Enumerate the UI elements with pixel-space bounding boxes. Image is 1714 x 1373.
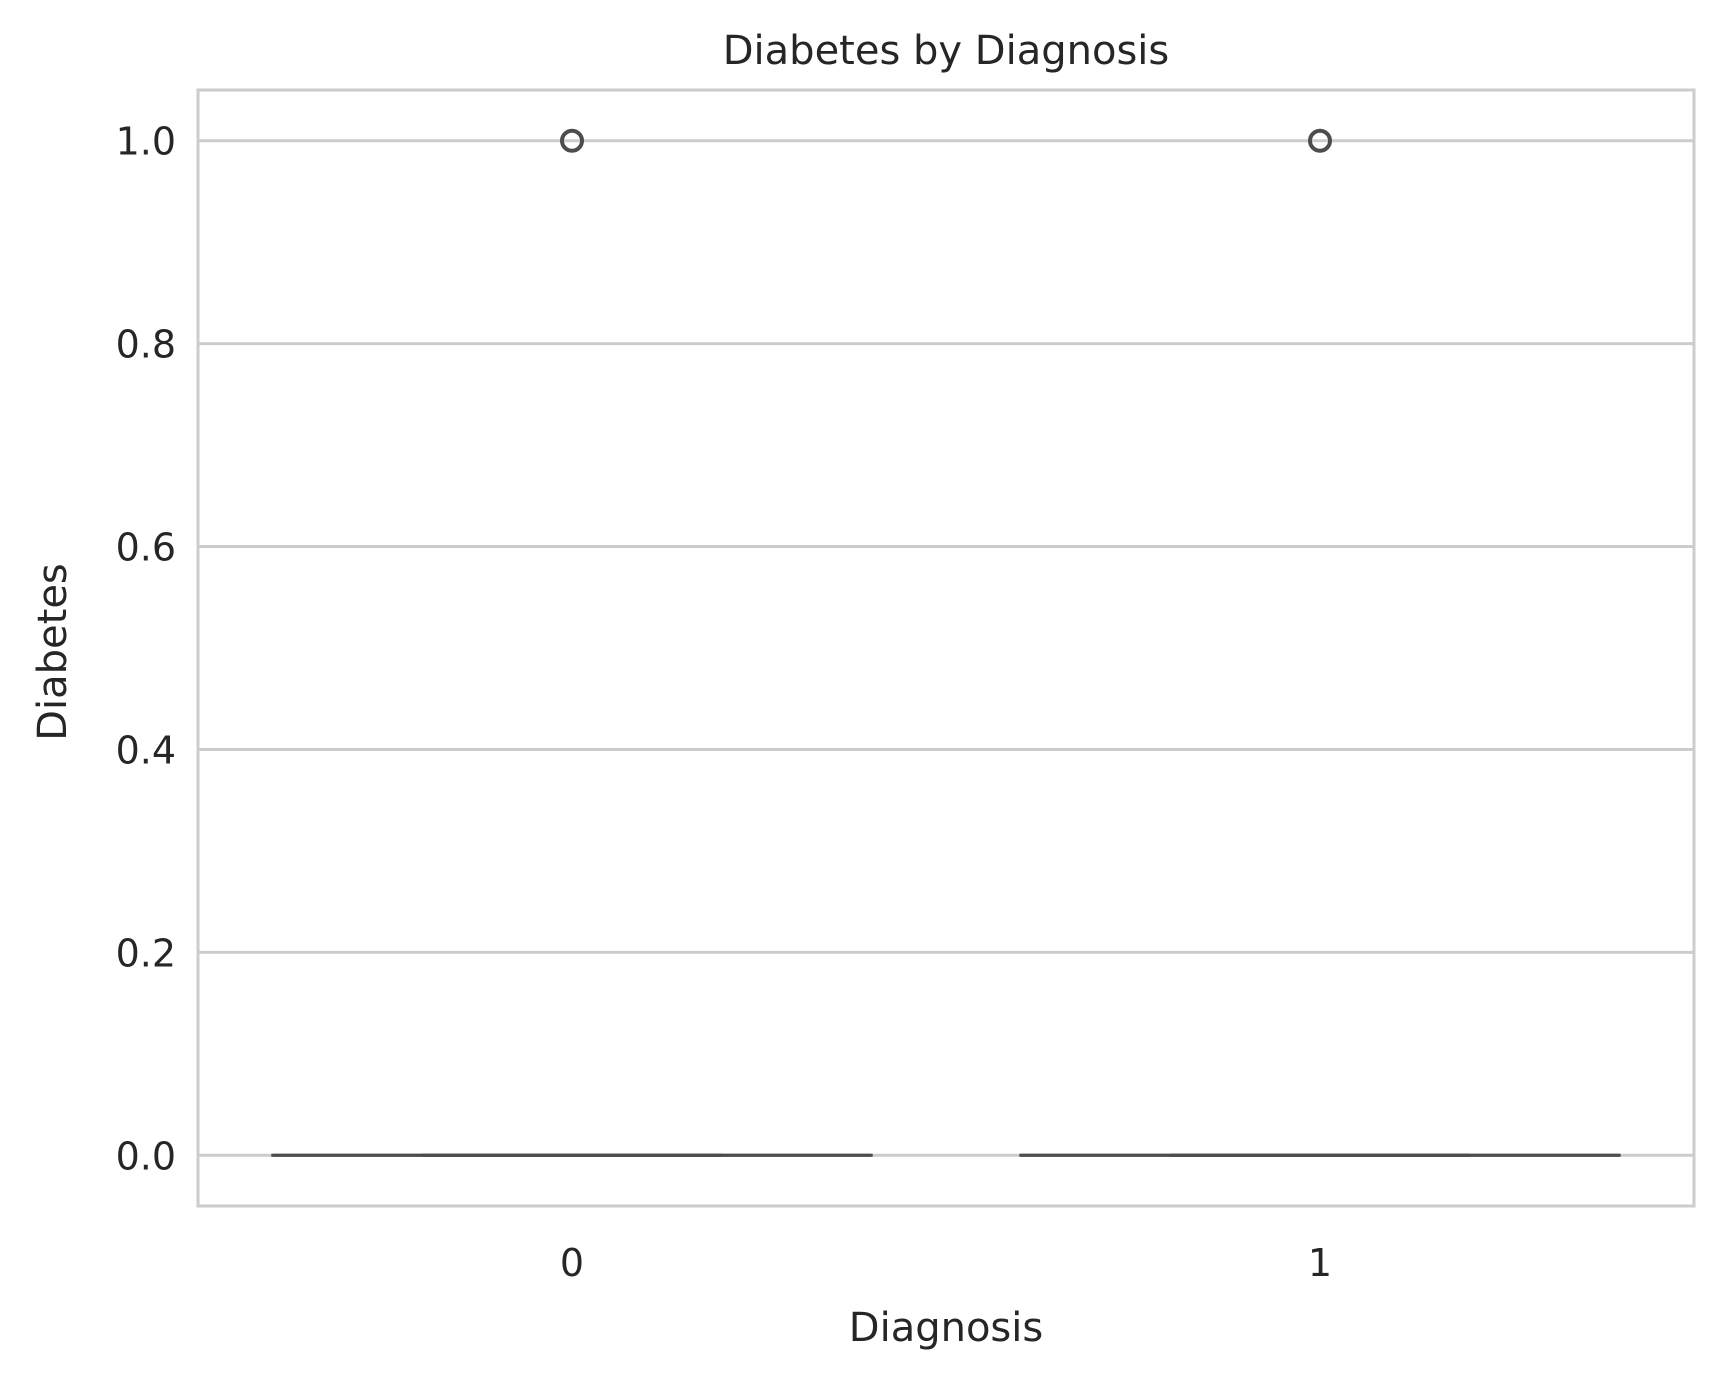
y-tick-labels: 0.0 0.2 0.4 0.6 0.8 1.0	[116, 120, 176, 1179]
x-tick-label: 0	[560, 1241, 584, 1285]
box-group	[271, 128, 873, 1157]
y-tick-label: 0.6	[116, 526, 176, 570]
y-tick-label: 0.0	[116, 1134, 176, 1178]
x-axis-label: Diagnosis	[849, 1305, 1043, 1351]
outlier-point	[1308, 128, 1332, 153]
chart-title: Diabetes by Diagnosis	[723, 28, 1169, 74]
y-axis-label: Diabetes	[30, 563, 76, 741]
y-tick-label: 1.0	[116, 120, 176, 164]
y-tick-label: 0.4	[116, 728, 176, 772]
plot-area-frame	[196, 88, 1696, 1208]
x-tick-label: 1	[1308, 1241, 1332, 1285]
y-tick-label: 0.2	[116, 931, 176, 975]
box-group	[1019, 128, 1621, 1157]
outlier-point	[560, 128, 584, 153]
y-tick-label: 0.8	[116, 323, 176, 367]
box-marks	[271, 128, 1621, 1157]
